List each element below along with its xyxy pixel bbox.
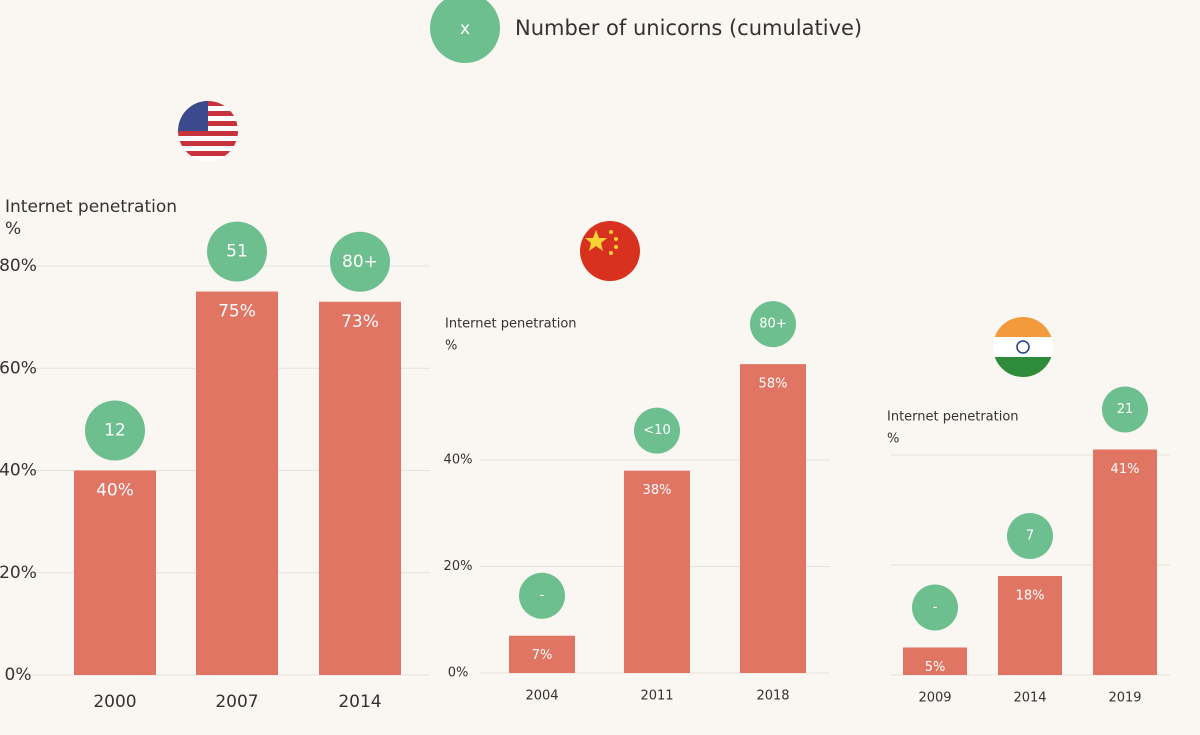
y-tick-label: 20% [444, 559, 473, 574]
y-tick-label: 20% [0, 563, 37, 583]
x-tick-label: 2018 [756, 689, 789, 704]
unicorn-bubble [634, 407, 680, 454]
x-tick-label: 2011 [640, 689, 673, 704]
y-axis-label: % [445, 339, 457, 354]
unicorn-bubble [85, 400, 145, 461]
unicorn-bubble [750, 301, 796, 348]
bar [1093, 449, 1157, 675]
bar [624, 470, 690, 673]
y-axis-label: Internet penetration [887, 410, 1019, 425]
y-tick-label: 0% [448, 666, 469, 681]
y-tick-label: 60% [0, 358, 37, 378]
x-tick-label: 2014 [338, 692, 381, 712]
unicorn-bubble [1007, 513, 1053, 559]
unicorn-label: 80+ [759, 317, 786, 332]
unicorn-label: <10 [643, 423, 670, 438]
value-label: 73% [341, 312, 379, 332]
y-axis-label: Internet penetration [5, 197, 177, 217]
value-label: 40% [96, 481, 134, 501]
x-tick-label: 2019 [1108, 691, 1141, 706]
value-label: 18% [1016, 589, 1045, 604]
unicorn-bubble [912, 584, 958, 631]
unicorn-label: - [540, 588, 545, 603]
y-tick-label: 40% [444, 453, 473, 468]
legend-symbol: x [460, 19, 470, 39]
india-flag [993, 317, 1053, 377]
x-tick-label: 2007 [215, 692, 258, 712]
x-tick-label: 2000 [93, 692, 136, 712]
x-tick-label: 2004 [525, 689, 558, 704]
x-tick-label: 2014 [1013, 691, 1046, 706]
value-label: 5% [925, 660, 946, 675]
unicorn-bubble [207, 221, 267, 282]
x-tick-label: 2009 [918, 691, 951, 706]
value-label: 58% [759, 377, 788, 392]
bar [903, 647, 967, 675]
y-axis-label: % [887, 432, 899, 447]
y-tick-label: 80% [0, 256, 37, 276]
value-label: 75% [218, 302, 256, 322]
bar [319, 301, 401, 675]
unicorn-label: 12 [104, 421, 126, 441]
legend-text: Number of unicorns (cumulative) [515, 16, 862, 40]
unicorn-bubble [1102, 386, 1148, 433]
value-label: 38% [643, 483, 672, 498]
y-axis-label: Internet penetration [445, 317, 577, 332]
y-tick-label: 0% [5, 665, 32, 685]
unicorn-bubble [519, 572, 565, 619]
y-axis-label: % [5, 219, 21, 239]
unicorn-bubble [330, 231, 390, 292]
unicorn-label: 21 [1117, 402, 1134, 417]
bar [998, 576, 1062, 675]
bar [509, 635, 575, 673]
bar [196, 291, 278, 675]
usa-flag [178, 101, 238, 161]
bar [74, 470, 156, 675]
legend-bubble [430, 0, 500, 63]
unicorn-label: 51 [226, 242, 248, 262]
unicorn-label: 7 [1026, 529, 1034, 544]
unicorn-label: 80+ [342, 252, 378, 272]
y-tick-label: 40% [0, 461, 37, 481]
value-label: 7% [532, 648, 553, 663]
unicorn-label: - [933, 600, 938, 615]
bar [740, 364, 806, 673]
china-flag [580, 221, 640, 281]
value-label: 41% [1111, 462, 1140, 477]
